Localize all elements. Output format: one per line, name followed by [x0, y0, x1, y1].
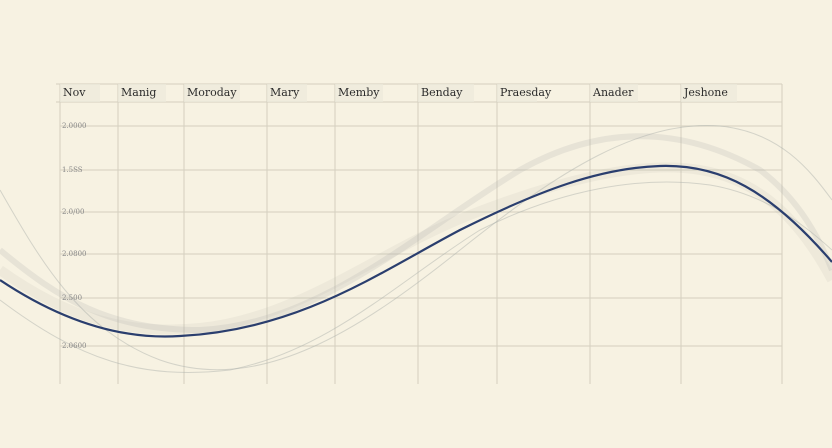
header-chip [184, 84, 240, 102]
column-label: Memby [338, 86, 380, 99]
header-chip [497, 84, 537, 102]
row-label: 1.5SS [62, 166, 83, 174]
row-label: 2.0000 [62, 122, 87, 130]
row-label: 2.0600 [62, 342, 87, 350]
column-label: Moroday [187, 86, 237, 99]
header-chip [118, 84, 166, 102]
column-label: Manig [121, 86, 156, 99]
column-label: Mary [270, 86, 300, 99]
row-label: 2.0/00 [62, 208, 84, 216]
column-label: Praesday [500, 86, 552, 99]
header-chip [418, 84, 474, 102]
column-label: Anader [592, 86, 634, 99]
column-label: Benday [421, 86, 463, 99]
faint-curve [0, 133, 832, 334]
column-label: Jeshone [683, 86, 728, 99]
row-label: 2.0800 [62, 250, 87, 258]
faint-curve [0, 181, 832, 373]
labels: Nov Manig Moroday Mary Memby Benday Praesday An… [60, 84, 737, 350]
grid [56, 83, 783, 384]
header-chip [60, 84, 100, 102]
main-curve [0, 164, 832, 338]
faint-curve [0, 125, 832, 371]
header-chip [335, 84, 383, 102]
row-label: 2.500 [62, 294, 82, 302]
column-label: Nov [63, 86, 86, 99]
header-chip [681, 84, 737, 102]
header-chip [267, 84, 307, 102]
header-chip [590, 84, 638, 102]
